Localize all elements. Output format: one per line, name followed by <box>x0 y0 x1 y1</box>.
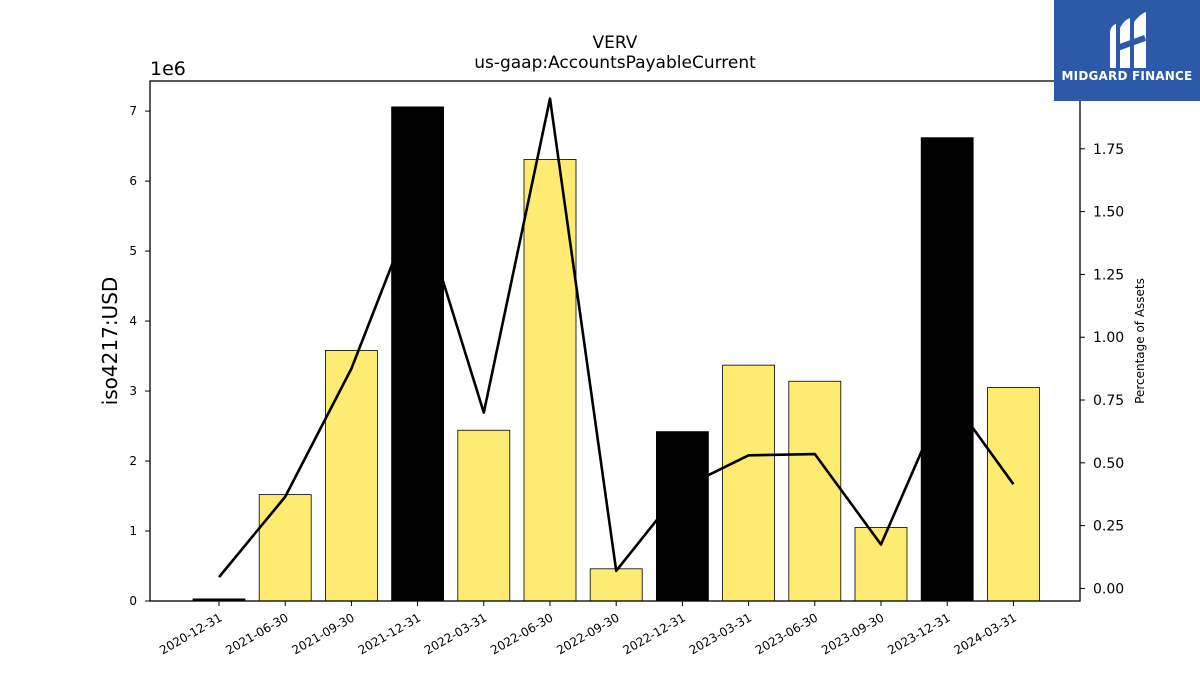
logo-icon <box>1110 12 1147 68</box>
bar-2023-03-31 <box>722 364 775 602</box>
y-axis-label: iso4217:USD <box>98 277 122 406</box>
y-tick-label: 4 <box>129 314 137 328</box>
y2-axis-label: Percentage of Assets <box>1133 278 1147 404</box>
bar-2021-12-31 <box>391 106 445 602</box>
bar-2023-12-31 <box>920 137 974 602</box>
y-offset-label: 1e6 <box>150 58 186 80</box>
x-tick-label: 2021-09-30 <box>289 610 356 657</box>
y2-tick-label: 1.75 <box>1093 142 1124 158</box>
y2-tick-label: 1.50 <box>1093 205 1124 221</box>
y-tick-label: 0 <box>129 594 137 608</box>
bar-2024-03-31 <box>987 387 1040 602</box>
y2-tick-label: 0.25 <box>1093 519 1124 535</box>
y-tick-label: 7 <box>129 104 137 118</box>
y2-tick-label: 0.75 <box>1093 393 1124 409</box>
x-tick-label: 2023-06-30 <box>753 610 820 657</box>
y2-tick-label: 0.50 <box>1093 456 1124 472</box>
y-tick-label: 3 <box>129 384 137 398</box>
x-tick-label: 2023-12-31 <box>885 610 952 657</box>
y-tick-label: 1 <box>129 524 137 538</box>
x-tick-label: 2022-06-30 <box>488 610 555 657</box>
y-tick-label: 5 <box>129 244 137 258</box>
chart-subtitle: us-gaap:AccountsPayableCurrent <box>474 53 756 73</box>
x-tick-label: 2022-12-31 <box>620 610 687 657</box>
bar-2022-03-31 <box>457 429 511 602</box>
x-tick-label: 2021-12-31 <box>356 610 423 657</box>
bar-2022-06-30 <box>523 158 577 602</box>
y2-tick-label: 1.25 <box>1093 267 1124 283</box>
x-tick-label: 2021-06-30 <box>223 610 290 657</box>
x-tick-label: 2024-03-31 <box>951 610 1018 657</box>
x-tick-label: 2023-09-30 <box>819 610 886 657</box>
percentage-line <box>217 97 1015 578</box>
midgard-finance-logo: MIDGARD FINANCE <box>1054 0 1200 101</box>
x-tick-label: 2020-12-31 <box>157 610 224 657</box>
bar-2023-06-30 <box>788 380 842 602</box>
chart-title: VERV <box>593 33 638 53</box>
bar-2021-06-30 <box>258 494 312 602</box>
bar-2022-12-31 <box>656 431 709 602</box>
bar-2021-09-30 <box>324 350 378 602</box>
logo-text: MIDGARD FINANCE <box>1061 69 1193 83</box>
bar-2023-09-30 <box>854 527 908 602</box>
x-tick-label: 2022-09-30 <box>554 610 621 657</box>
y-tick-label: 2 <box>129 454 137 468</box>
x-tick-label: 2022-03-31 <box>422 610 489 657</box>
bar-2022-09-30 <box>589 568 643 602</box>
plot-frame <box>149 80 1081 602</box>
y2-tick-label: 0.00 <box>1093 581 1124 597</box>
x-tick-label: 2023-03-31 <box>687 610 754 657</box>
y-tick-label: 6 <box>129 174 137 188</box>
y2-tick-label: 1.00 <box>1093 330 1124 346</box>
